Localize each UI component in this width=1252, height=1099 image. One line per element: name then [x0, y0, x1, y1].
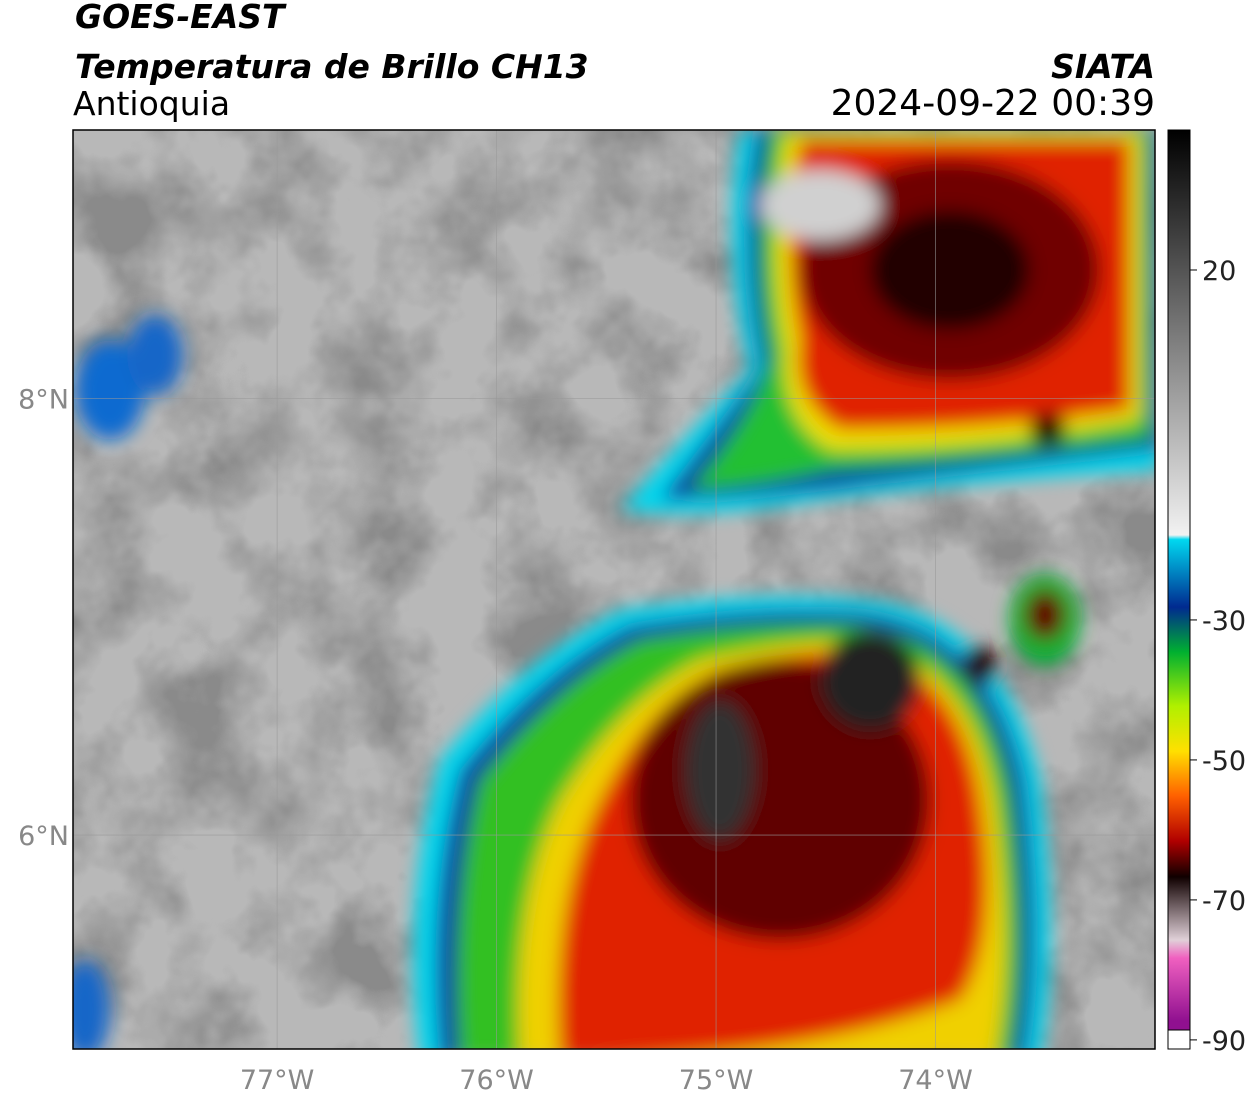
colorbar-under — [1167, 1029, 1191, 1050]
region: Antioquia — [73, 84, 230, 123]
datetime: 2024-09-22 00:39 — [831, 83, 1155, 124]
colorbar — [1168, 130, 1190, 1030]
lat-tick-label: 8°N — [18, 384, 69, 415]
title: GOES-EAST — [75, 0, 287, 36]
colorbar-frame — [1167, 129, 1191, 1050]
map-image — [73, 130, 1155, 1049]
lon-tick-label: 77°W — [240, 1065, 315, 1096]
lon-tick-label: 76°W — [459, 1065, 534, 1096]
lat-tick-label: 6°N — [18, 821, 69, 852]
colorbar-tick-label: -30 — [1202, 606, 1246, 637]
lon-tick-label: 75°W — [679, 1065, 754, 1096]
colorbar-tick-label: -50 — [1202, 746, 1246, 777]
lon-tick-label: 74°W — [898, 1065, 973, 1096]
colorbar-tick-label: 20 — [1202, 256, 1236, 287]
source: SIATA — [1051, 47, 1155, 86]
colorbar-tick-label: -70 — [1202, 886, 1246, 917]
map-frame — [72, 129, 1156, 1050]
subtitle: Temperatura de Brillo CH13 — [75, 47, 589, 86]
colorbar-tick-label: -90 — [1202, 1026, 1246, 1057]
